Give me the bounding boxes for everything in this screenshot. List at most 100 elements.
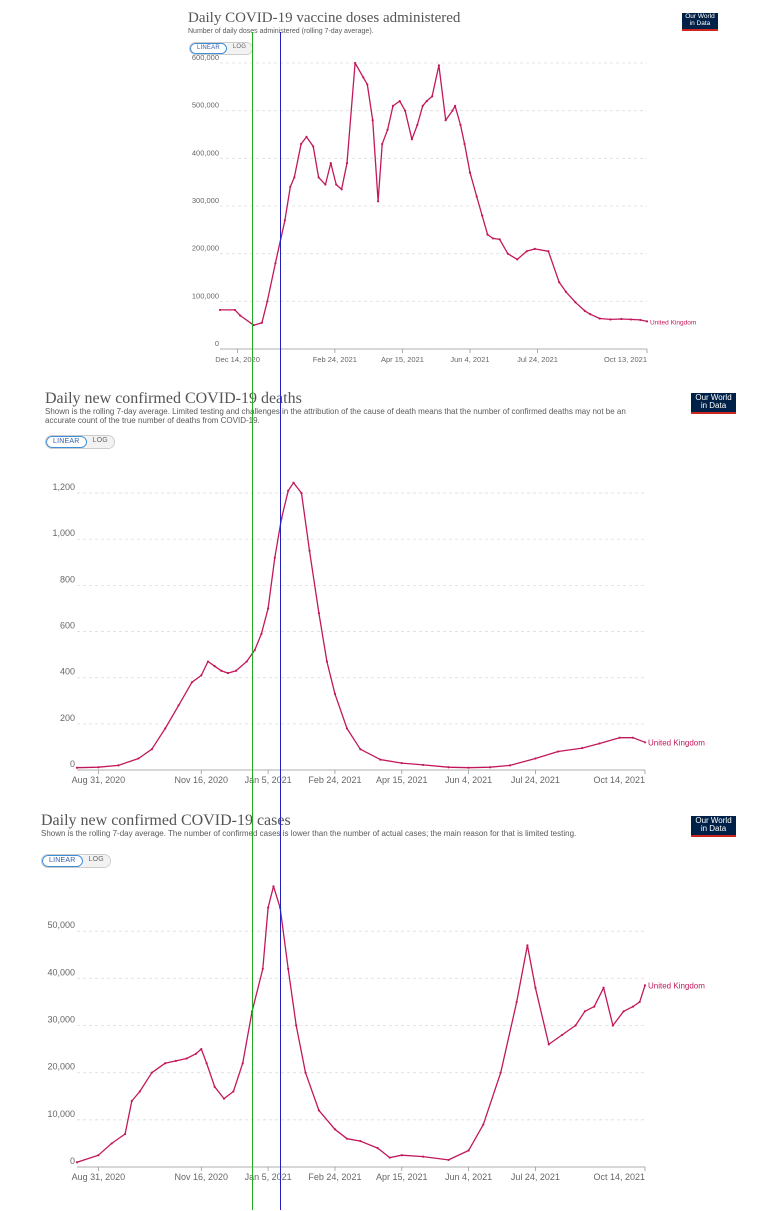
log-toggle-button[interactable]: LOG [86,436,114,448]
x-tick-label: Apr 15, 2021 [376,1172,428,1182]
data-point [622,1010,625,1013]
data-point [534,986,537,989]
x-tick-label: Jun 4, 2021 [450,355,489,364]
green-marker-line [252,32,253,1210]
series-label: United Kingdom [650,319,696,326]
chart-title: Daily new confirmed COVID-19 cases [41,812,291,829]
data-point [561,1033,564,1037]
data-point [359,748,362,751]
x-tick-label: Nov 16, 2020 [175,775,229,785]
x-tick-label: Jul 24, 2021 [511,1172,560,1182]
data-point [110,1142,113,1145]
series-line [76,885,646,1163]
scale-toggle: LINEAR LOG [45,435,115,449]
log-toggle-button[interactable]: LOG [226,43,253,54]
data-point [267,906,270,909]
series-line [76,482,646,769]
x-tick-label: Feb 24, 2021 [308,775,361,785]
data-point [354,61,357,65]
chart-subtitle: Number of daily doses administered (roll… [188,28,374,35]
data-point [241,1062,244,1065]
data-point [386,128,389,131]
data-point [598,317,601,320]
data-point [516,258,519,261]
data-point [376,200,380,203]
data-point [593,1005,596,1008]
x-tick-label: Apr 15, 2021 [376,775,428,785]
y-tick-label: 400 [60,667,75,677]
x-tick-label: Nov 16, 2020 [175,1172,229,1182]
data-point [506,252,509,255]
data-point [273,556,276,559]
data-point [324,183,327,186]
data-point [190,681,194,684]
y-tick-label: 800 [60,574,75,584]
log-toggle-button[interactable]: LOG [82,855,110,867]
data-point [317,611,321,615]
scale-toggle: LINEAR LOG [41,854,111,868]
data-point [629,318,632,321]
data-point [308,549,311,552]
data-point [260,632,263,635]
data-point [437,64,441,67]
series-label: United Kingdom [648,981,705,990]
data-point [583,309,586,312]
linear-toggle-button[interactable]: LINEAR [46,436,87,448]
y-tick-label: 1,200 [52,482,75,492]
data-point [124,1132,127,1136]
data-point [272,885,275,888]
data-point [245,660,248,663]
cases-panel: Daily new confirmed COVID-19 cases Shown… [0,800,760,1211]
data-point [194,1052,198,1055]
logo-line-1: Our World [695,816,732,825]
data-point [422,1155,425,1158]
data-point [213,1085,216,1088]
x-tick-label: Jun 4, 2021 [445,775,492,785]
data-point [534,757,537,760]
data-point [200,674,203,677]
vaccine-chart: 0 100,000 200,000 300,000 400,000 500,000 600,… [192,53,696,364]
x-tick-label: Jun 4, 2021 [445,1172,492,1182]
data-point [639,318,642,322]
x-tick-label: Aug 31, 2020 [72,1172,126,1182]
data-point [234,669,238,672]
data-point [233,308,236,312]
data-point [97,766,100,769]
owid-logo[interactable]: Our World in Data [682,13,718,31]
data-point [287,967,290,970]
data-point [598,742,601,745]
data-point [299,142,303,146]
data-point [226,671,230,675]
data-point [130,1099,133,1103]
data-point [325,660,329,663]
data-point [213,665,216,668]
data-point [454,104,457,107]
deaths-panel: Daily new confirmed COVID-19 deaths Show… [0,380,760,790]
y-tick-label: 300,000 [192,196,219,205]
data-point [345,162,349,165]
data-point [459,123,462,127]
y-tick-label: 400,000 [192,148,219,157]
y-tick-label: 0 [70,1156,75,1166]
linear-toggle-button[interactable]: LINEAR [42,855,83,867]
logo-line-2: in Data [689,19,711,27]
data-point [222,1097,226,1100]
y-tick-label: 600,000 [192,53,219,62]
data-point [292,481,295,484]
y-tick-label: 200,000 [192,244,219,253]
data-point [293,176,296,179]
owid-logo[interactable]: Our World in Data [691,393,736,414]
data-point [400,1154,403,1157]
data-point [643,741,647,744]
y-tick-label: 50,000 [47,920,75,930]
data-point [602,986,605,989]
owid-logo[interactable]: Our World in Data [691,816,736,837]
data-point [508,764,512,767]
linear-toggle-button[interactable]: LINEAR [190,43,227,54]
data-point [631,1005,635,1008]
data-point [260,321,263,324]
data-point [266,300,269,303]
data-point [463,142,466,146]
data-point [482,1123,485,1126]
data-point [381,142,384,146]
